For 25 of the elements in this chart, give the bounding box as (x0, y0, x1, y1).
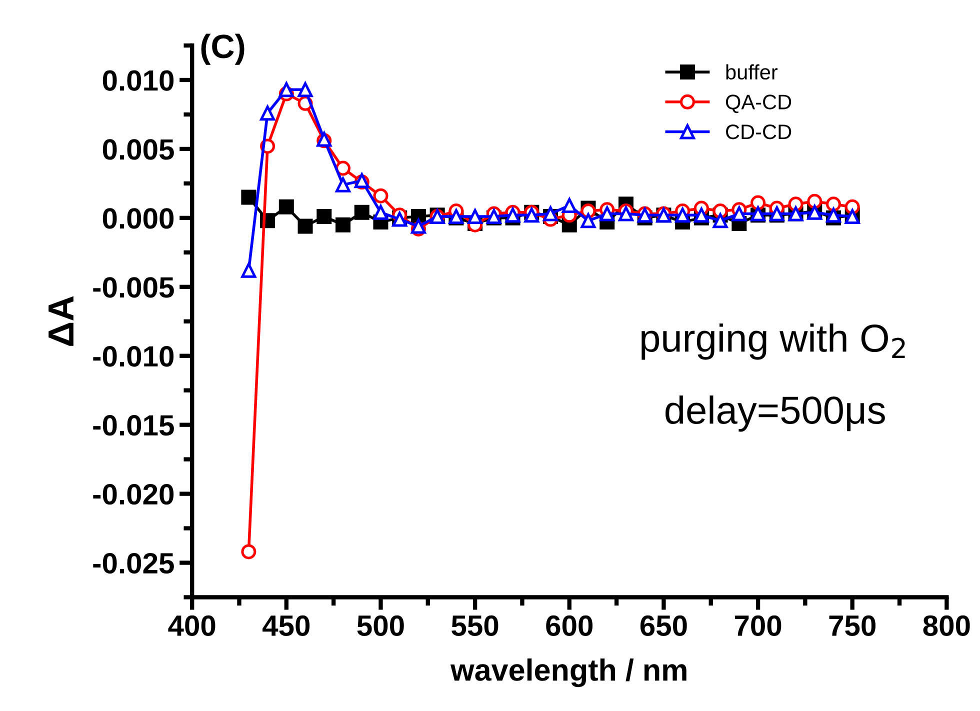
x-axis-title: wavelength / nm (450, 658, 686, 688)
y-tick-label: -0.010 (93, 346, 174, 367)
legend-label: QA-CD (726, 94, 792, 114)
y-tick-label: -0.020 (93, 484, 174, 505)
x-tick-label: 700 (734, 615, 782, 636)
y-axis-title: ΔA (48, 296, 74, 346)
y-tick-label: 0.005 (102, 139, 174, 160)
legend-label: CD-CD (726, 124, 792, 140)
annotation: delay=500μs (666, 395, 885, 432)
y-tick-label: -0.025 (93, 552, 174, 574)
x-tick-label: 550 (452, 615, 498, 636)
x-tick-label: 600 (546, 615, 593, 636)
y-tick-label: 0.000 (102, 208, 174, 229)
x-tick-label: 400 (168, 615, 216, 636)
annotation: purging with O$_{2}$ (642, 323, 905, 360)
x-tick-label: 800 (923, 615, 970, 636)
y-tick-label: 0.010 (102, 70, 174, 91)
annotation: (C) (201, 34, 244, 65)
legend-label: buffer (726, 64, 778, 80)
x-tick-label: 450 (262, 615, 310, 636)
x-tick-label: 500 (357, 615, 404, 636)
x-tick-label: 650 (640, 615, 687, 636)
y-tick-label: -0.015 (93, 415, 174, 436)
y-tick-label: -0.005 (93, 277, 174, 298)
x-tick-label: 750 (829, 615, 876, 636)
